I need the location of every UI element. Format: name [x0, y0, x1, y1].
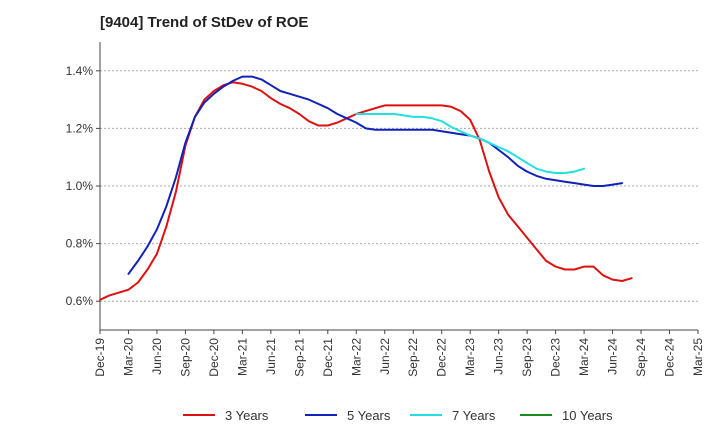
y-tick-label-4: 1.4% — [66, 64, 94, 78]
x-tick-label-20: Dec-24 — [663, 338, 677, 377]
y-tick-label-1: 0.8% — [66, 237, 94, 251]
legend-label-3: 10 Years — [562, 408, 613, 423]
x-tick-label-13: Mar-23 — [463, 338, 477, 376]
x-tick-label-7: Sep-21 — [292, 338, 306, 377]
x-tick-label-5: Mar-21 — [235, 338, 249, 376]
x-tick-label-6: Jun-21 — [264, 338, 278, 375]
legend-label-2: 7 Years — [452, 408, 496, 423]
series-line-7-years — [355, 113, 586, 174]
x-tick-label-19: Sep-24 — [634, 338, 648, 377]
legend-label-1: 5 Years — [347, 408, 391, 423]
x-tick-label-12: Dec-22 — [435, 338, 449, 377]
x-tick-label-8: Dec-21 — [321, 338, 335, 377]
x-tick-label-21: Mar-25 — [691, 338, 705, 376]
series-line-5-years — [127, 75, 624, 275]
x-tick-label-3: Sep-20 — [178, 338, 192, 377]
chart-title: [9404] Trend of StDev of ROE — [100, 14, 309, 31]
x-tick-label-4: Dec-20 — [207, 338, 221, 377]
x-tick-label-1: Mar-20 — [121, 338, 135, 376]
y-tick-label-3: 1.2% — [66, 121, 94, 135]
y-tick-label-0: 0.6% — [66, 294, 94, 308]
x-tick-label-10: Jun-22 — [378, 338, 392, 375]
legend-label-0: 3 Years — [225, 408, 269, 423]
x-tick-label-0: Dec-19 — [93, 338, 107, 377]
x-tick-label-15: Sep-23 — [520, 338, 534, 377]
x-tick-label-9: Mar-22 — [349, 338, 363, 376]
y-tick-label-2: 1.0% — [66, 179, 94, 193]
x-tick-label-2: Jun-20 — [150, 338, 164, 375]
x-tick-label-17: Mar-24 — [577, 338, 591, 376]
x-tick-label-16: Dec-23 — [549, 338, 563, 377]
x-tick-label-11: Sep-22 — [406, 338, 420, 377]
x-tick-label-14: Jun-23 — [492, 338, 506, 375]
x-tick-label-18: Jun-24 — [606, 338, 620, 375]
